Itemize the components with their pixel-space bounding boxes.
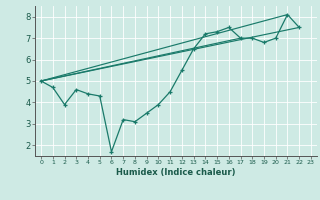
X-axis label: Humidex (Indice chaleur): Humidex (Indice chaleur) [116, 168, 236, 177]
